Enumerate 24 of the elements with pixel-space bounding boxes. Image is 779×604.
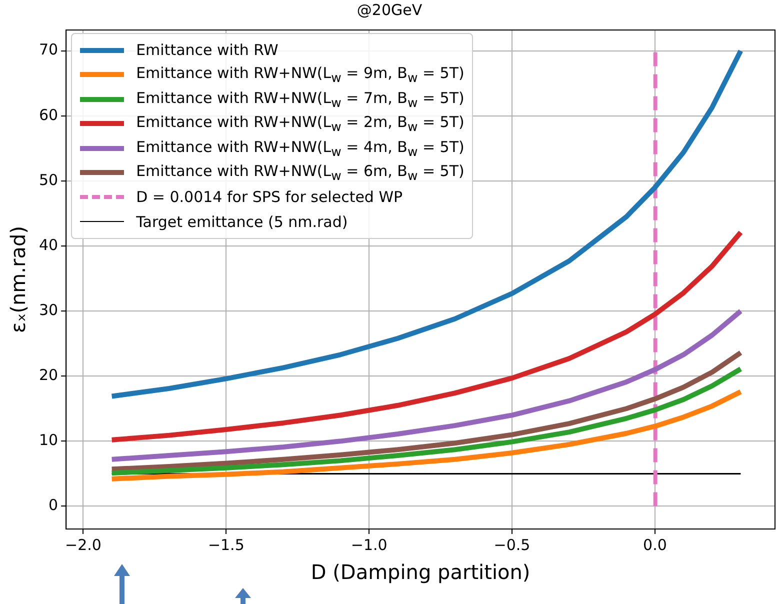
y-tick-label: 20 [38,366,58,384]
y-axis-title: εₓ(nm.rad) [6,226,30,333]
y-tick-label: 10 [38,431,58,450]
legend-label: D = 0.0014 for SPS for selected WP [136,188,403,206]
x-tick-label: −1.0 [350,536,388,554]
y-tick-label: 50 [38,170,58,189]
x-tick-label: 0.0 [643,536,667,554]
legend-label: Target emittance (5 nm.rad) [136,212,348,231]
y-tick-label: 40 [38,236,58,254]
legend-label: Emittance with RW+NW(L$_{w}$ = 9m, B$_{w}$ = 5T) [136,64,464,86]
x-tick-label: −2.0 [65,536,102,554]
y-tick-label: 60 [38,106,58,124]
y-tick-label: 70 [38,40,58,59]
y-tick-label: 0 [48,496,58,514]
x-tick-label: −0.5 [494,536,530,554]
x-tick-label: −1.5 [208,536,244,554]
legend-label: Emittance with RW+NW(L$_{w}$ = 7m, B$_{w}$ = 5T) [136,88,464,110]
legend-label: Emittance with RW+NW(L$_{w}$ = 4m, B$_{w}$ = 5T) [136,138,464,159]
x-axis-title: D (Damping partition) [310,560,530,584]
y-tick-label: 30 [38,300,58,319]
legend-label: Emittance with RW [136,41,278,60]
chart-title: @20GeV [356,0,423,19]
legend-label: Emittance with RW+NW(L$_{w}$ = 6m, B$_{w}$ = 5T) [136,162,464,184]
legend-label: Emittance with RW+NW(L$_{w}$ = 2m, B$_{w}$ = 5T) [136,113,464,134]
